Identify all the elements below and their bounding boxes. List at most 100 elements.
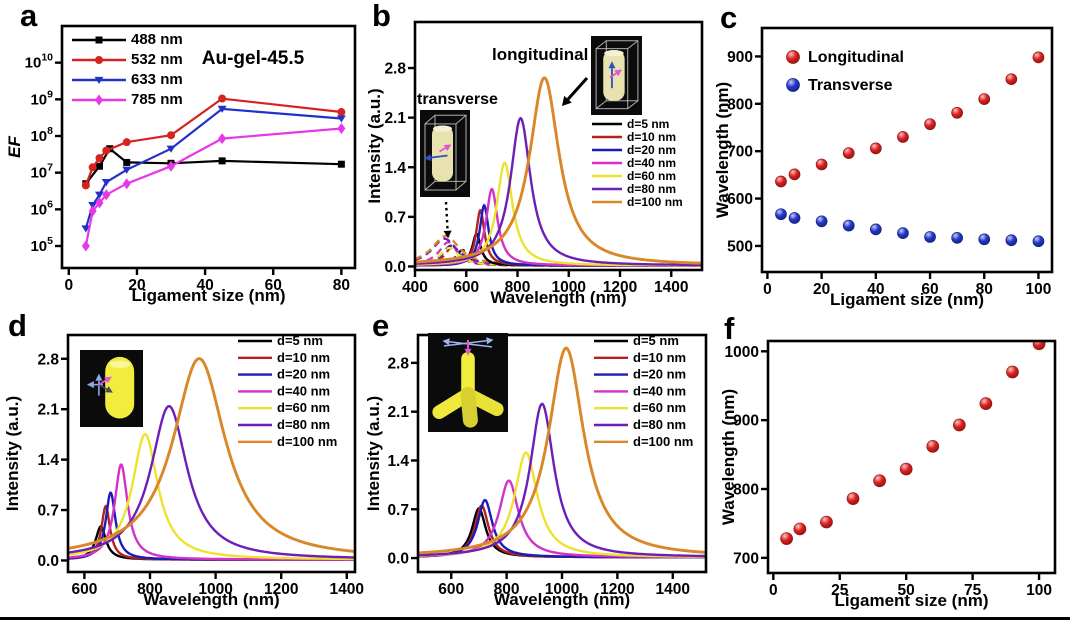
svg-text:Au-gel-45.5: Au-gel-45.5 [202, 48, 305, 69]
panel-a: a 0 20 40 60 80 105 106 107 108 109 1010 Ligament s… [0, 0, 368, 305]
panel-d-chart: 600 800 1000 1200 1400 0.0 0.7 1.4 2.1 2.8 Wavelen… [3, 333, 364, 609]
svg-text:0.7: 0.7 [387, 502, 409, 519]
svg-text:d=20 nm: d=20 nm [633, 367, 686, 382]
svg-text:Longitudinal: Longitudinal [808, 49, 904, 66]
svg-text:1400: 1400 [656, 581, 690, 598]
svg-text:109: 109 [30, 88, 53, 108]
svg-text:Wavelength (nm): Wavelength (nm) [719, 389, 738, 525]
spectrum-curve-d=60-nm [68, 433, 355, 561]
svg-text:1400: 1400 [654, 279, 688, 296]
svg-text:100: 100 [1026, 582, 1052, 599]
rodbox-trans-inset [420, 110, 470, 197]
panel-b-legend: d=5 nmd=10 nmd=20 nmd=40 nmd=60 nmd=80 n… [592, 117, 683, 209]
svg-text:Wavelength (nm): Wavelength (nm) [494, 590, 630, 609]
svg-text:50: 50 [898, 582, 915, 599]
svg-text:d=20 nm: d=20 nm [277, 367, 330, 382]
panel-d-legend: d=5 nm d=10 nm d=20 nmd=40 nm d=60 nm d=80 n… [238, 333, 337, 449]
svg-text:106: 106 [30, 198, 53, 218]
spectrum-curve-d=100-nm [68, 357, 355, 553]
svg-text:80: 80 [333, 277, 350, 294]
panel-e-y-axis: 0.0 0.7 1.4 2.1 2.8 [387, 355, 418, 568]
panel-b: b 400 600 800 1000 1200 1400 0.0 0.7 1.4 2.1 2.8 Wa… [365, 0, 712, 307]
svg-text:Wavelength (nm): Wavelength (nm) [713, 82, 732, 218]
svg-text:1000: 1000 [545, 581, 579, 598]
svg-text:0.0: 0.0 [387, 551, 409, 568]
spectrum-curve-d=100-nm [415, 76, 702, 265]
svg-text:2.8: 2.8 [384, 61, 406, 78]
spectrum-curve-d=80-nm [415, 116, 702, 267]
svg-text:1.4: 1.4 [387, 453, 409, 470]
series-785-nm [81, 123, 346, 252]
svg-text:Wavelength (nm): Wavelength (nm) [143, 590, 279, 609]
series-633-nm [81, 105, 346, 233]
svg-text:107: 107 [30, 162, 53, 182]
panel-a-chart: 0 20 40 60 80 105 106 107 108 109 1010 Ligament siz… [5, 24, 357, 305]
panel-b-annotations: transverse longitudinal [417, 45, 588, 238]
svg-text:d=10 nm: d=10 nm [277, 350, 330, 365]
svg-text:Intensity (a.u.): Intensity (a.u.) [365, 88, 384, 203]
panel-c-letter: c [720, 0, 738, 35]
svg-text:60: 60 [265, 277, 282, 294]
panel-c-plot-area [775, 51, 1045, 248]
panel-a-y-axis: 105 106 107 108 109 1010 [25, 52, 62, 255]
panel-e-x-axis: 600 800 1000 1200 1400 [438, 572, 690, 598]
panel-a-letter: a [20, 0, 38, 33]
svg-text:0: 0 [65, 277, 74, 294]
panel-d-x-axis: 600 800 1000 1200 1400 [71, 572, 364, 598]
panel-b-letter: b [372, 0, 391, 33]
panel-b-chart: 400 600 800 1000 1200 1400 0.0 0.7 1.4 2.1 2.8 Wave… [365, 20, 704, 307]
panel-e-letter: e [372, 308, 390, 343]
svg-text:80: 80 [976, 281, 993, 298]
svg-text:800: 800 [494, 581, 520, 598]
panel-c-legend: Longitudinal Transverse [786, 49, 904, 94]
svg-text:0: 0 [763, 281, 772, 298]
panel-c-x-axis: 0 20 40 60 80 100 [763, 272, 1051, 298]
svg-text:633 nm: 633 nm [131, 71, 183, 88]
series-532-nm [81, 94, 346, 190]
svg-text:2.1: 2.1 [37, 402, 59, 419]
svg-text:400: 400 [402, 279, 428, 296]
svg-text:1000: 1000 [198, 581, 232, 598]
panel-f-frame [766, 339, 1057, 575]
panel-f-plot-area [780, 341, 1046, 545]
panel-c: c 0 20 40 60 80 100 500 600 700 800 900 Ligament si… [712, 0, 1070, 309]
svg-text:0.7: 0.7 [37, 503, 59, 520]
svg-text:488 nm: 488 nm [131, 31, 183, 48]
svg-text:900: 900 [727, 49, 753, 66]
svg-text:532 nm: 532 nm [131, 51, 183, 68]
svg-text:1.4: 1.4 [37, 452, 59, 469]
series-longitudinal [775, 51, 1045, 188]
svg-text:longitudinal: longitudinal [492, 45, 588, 64]
svg-text:d=100 nm: d=100 nm [277, 434, 337, 449]
svg-text:60: 60 [921, 281, 938, 298]
svg-text:0.0: 0.0 [37, 553, 59, 570]
svg-text:1200: 1200 [264, 581, 298, 598]
svg-text:0.7: 0.7 [384, 209, 406, 226]
svg-text:900: 900 [733, 413, 759, 430]
svg-text:d=40 nm: d=40 nm [627, 156, 676, 170]
panel-d-frame [66, 333, 357, 574]
panel-a-frame [60, 24, 357, 270]
svg-text:20: 20 [128, 277, 145, 294]
svg-text:Wavelength (nm): Wavelength (nm) [490, 288, 626, 307]
svg-text:2.1: 2.1 [387, 404, 409, 421]
svg-text:1.4: 1.4 [384, 160, 406, 177]
svg-text:20: 20 [813, 281, 830, 298]
svg-text:2.1: 2.1 [384, 110, 406, 127]
svg-text:d=60 nm: d=60 nm [277, 400, 330, 415]
svg-text:d=5 nm: d=5 nm [627, 117, 669, 131]
svg-text:40: 40 [867, 281, 884, 298]
series-transverse [775, 208, 1045, 248]
panel-b-plot-area [415, 76, 702, 267]
svg-text:800: 800 [727, 96, 753, 113]
panel-d: d 600 800 1000 1200 1400 0.0 0.7 1.4 2.1 2.8 Wavel… [0, 305, 368, 618]
svg-text:700: 700 [733, 550, 759, 567]
svg-text:100: 100 [1026, 281, 1052, 298]
svg-text:Ligament size (nm): Ligament size (nm) [835, 591, 989, 610]
panel-a-plot-area [81, 94, 346, 252]
svg-text:0: 0 [769, 582, 778, 599]
panel-f-x-axis: 0 25 50 75 100 [769, 573, 1052, 599]
svg-text:1000: 1000 [552, 279, 586, 296]
panel-e: e 600 800 1000 1200 1400 0.0 0.7 1.4 2.1 2.8 Wavel… [364, 305, 712, 618]
